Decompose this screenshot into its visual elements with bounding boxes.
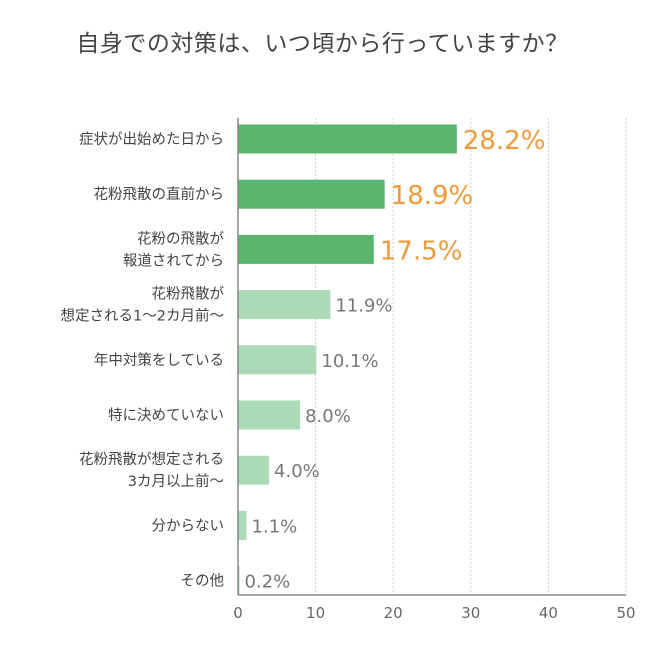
- value-label: 28.2%: [463, 126, 546, 156]
- category-label: 分からない: [152, 517, 225, 534]
- category-label: 花粉飛散が: [152, 286, 225, 303]
- x-tick-label: 20: [384, 604, 403, 622]
- value-label: 11.9%: [335, 296, 392, 317]
- chart-title: 自身での対策は、いつ頃から行っていますか？: [76, 31, 569, 57]
- bar: [238, 400, 301, 430]
- value-label: 17.5%: [380, 236, 463, 266]
- x-tick-label: 0: [233, 604, 243, 622]
- bar: [238, 345, 317, 375]
- category-label: 年中対策をしている: [94, 352, 224, 369]
- x-tick-label: 50: [616, 604, 635, 622]
- bar: [238, 290, 331, 320]
- bar: [238, 124, 457, 154]
- category-label: その他: [181, 573, 225, 590]
- bar: [238, 566, 240, 596]
- category-label: 花粉飛散の直前から: [94, 186, 225, 203]
- category-label: 症状が出始めた日から: [79, 131, 224, 148]
- value-label: 1.1%: [252, 516, 298, 537]
- value-label: 0.2%: [245, 572, 291, 593]
- value-label: 4.0%: [274, 461, 320, 482]
- category-label: 花粉の飛散が: [137, 230, 224, 247]
- x-tick-label: 30: [461, 604, 480, 622]
- value-label: 10.1%: [321, 351, 378, 372]
- category-label: 想定される1〜2カ月前〜: [61, 308, 224, 325]
- bar: [238, 510, 247, 540]
- category-label: 3カ月以上前〜: [128, 473, 224, 490]
- value-label: 18.9%: [391, 181, 474, 211]
- category-label: 花粉飛散が想定される: [79, 451, 224, 468]
- bar: [238, 234, 374, 264]
- bar: [238, 455, 270, 485]
- category-label: 報道されてから: [123, 252, 224, 269]
- value-label: 8.0%: [305, 406, 351, 427]
- bar: [238, 179, 385, 209]
- category-label: 特に決めていない: [108, 407, 224, 424]
- x-tick-label: 40: [539, 604, 558, 622]
- x-tick-label: 10: [306, 604, 325, 622]
